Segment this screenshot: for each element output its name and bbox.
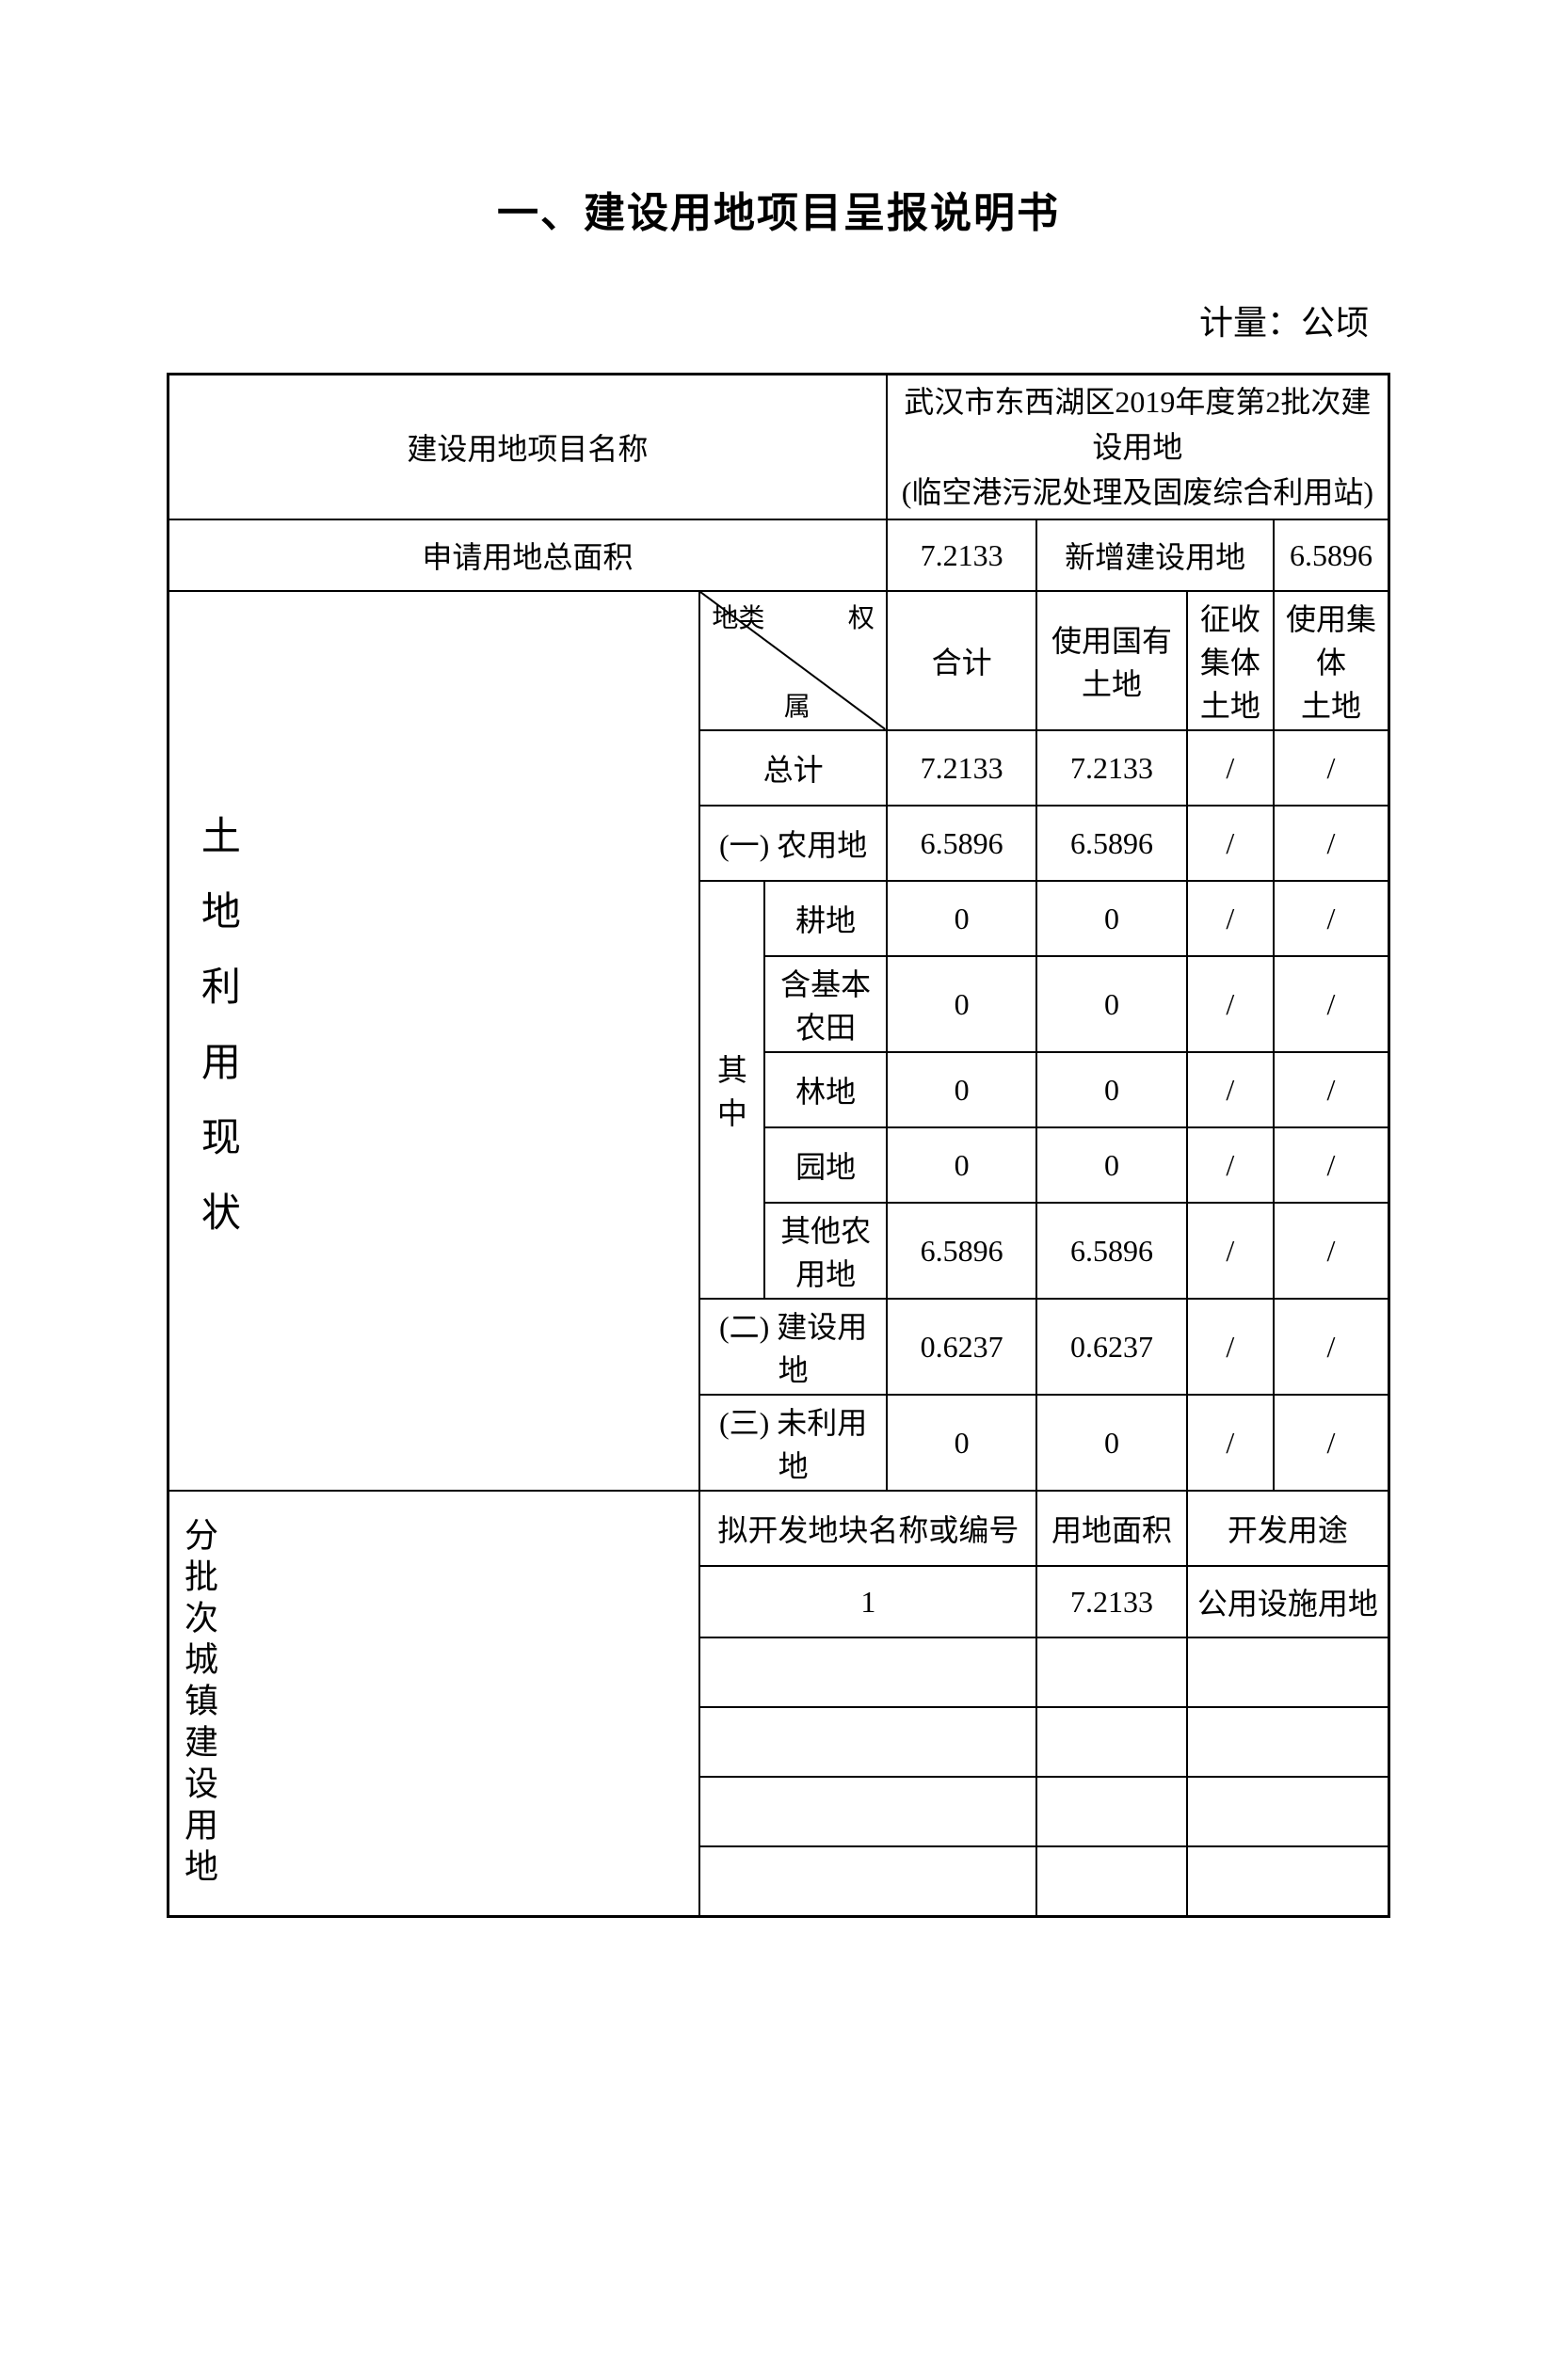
dev-name — [699, 1846, 1036, 1916]
cell: 7.2133 — [1036, 730, 1186, 806]
total-area-label: 申请用地总面积 — [169, 519, 887, 591]
cell: 0 — [1036, 1395, 1186, 1491]
dev-col-purpose: 开发用途 — [1187, 1491, 1389, 1566]
project-name-line1: 武汉市东西湖区2019年度第2批次建设用地 — [904, 385, 1371, 464]
row-label: (二) 建设用地 — [699, 1299, 887, 1395]
row-label: (三) 未利用地 — [699, 1395, 887, 1491]
cell: / — [1187, 806, 1274, 881]
cell: 0 — [1036, 1127, 1186, 1203]
cell: / — [1187, 1299, 1274, 1395]
dev-purpose — [1187, 1637, 1389, 1707]
diag-label-type: 地类 — [712, 598, 764, 635]
cell: 0 — [887, 1052, 1036, 1127]
col-state-owned: 使用国有 土地 — [1036, 591, 1186, 730]
dev-col-area: 用地面积 — [1036, 1491, 1186, 1566]
cell: 6.5896 — [887, 806, 1036, 881]
diag-label-ownership: 属 — [784, 686, 811, 724]
total-area-value: 7.2133 — [887, 519, 1036, 591]
cell: / — [1274, 881, 1389, 956]
diag-label-right: 权 — [848, 598, 875, 635]
dev-purpose — [1187, 1777, 1389, 1846]
cell: / — [1274, 730, 1389, 806]
project-name-value: 武汉市东西湖区2019年度第2批次建设用地 (临空港污泥处理及固废综合利用站) — [887, 375, 1389, 520]
cell: / — [1187, 1395, 1274, 1491]
cell: / — [1187, 730, 1274, 806]
dev-area — [1036, 1707, 1186, 1777]
cell: / — [1274, 956, 1389, 1052]
cell: 0 — [887, 1127, 1036, 1203]
cell: / — [1274, 1299, 1389, 1395]
cell: / — [1187, 1052, 1274, 1127]
col-total: 合计 — [887, 591, 1036, 730]
dev-name — [699, 1777, 1036, 1846]
dev-purpose — [1187, 1707, 1389, 1777]
unit-label: 计量：公顷 — [0, 296, 1369, 344]
dev-col-name: 拟开发地块名称或编号 — [699, 1491, 1036, 1566]
cell: / — [1274, 1052, 1389, 1127]
row-label: 园地 — [764, 1127, 887, 1203]
cell: / — [1187, 881, 1274, 956]
col-collective-use: 使用集体 土地 — [1274, 591, 1389, 730]
new-area-value: 6.5896 — [1274, 519, 1389, 591]
col-collective-acquire: 征收集体 土地 — [1187, 591, 1274, 730]
row-label: 耕地 — [764, 881, 887, 956]
report-table: 建设用地项目名称 武汉市东西湖区2019年度第2批次建设用地 (临空港污泥处理及… — [167, 373, 1390, 1918]
dev-name: 1 — [699, 1566, 1036, 1637]
cell: / — [1187, 1127, 1274, 1203]
cell: 0.6237 — [887, 1299, 1036, 1395]
cell: 0 — [1036, 881, 1186, 956]
dev-area — [1036, 1777, 1186, 1846]
dev-purpose — [1187, 1846, 1389, 1916]
cell: 0.6237 — [1036, 1299, 1186, 1395]
row-label: 林地 — [764, 1052, 887, 1127]
cell: / — [1274, 1127, 1389, 1203]
land-use-section: 土地利用现状 — [169, 591, 700, 1491]
cell: 7.2133 — [887, 730, 1036, 806]
cell: 0 — [887, 1395, 1036, 1491]
sub-label: 其中 — [699, 881, 764, 1299]
development-section: 分批次城镇建设用地 — [169, 1491, 700, 1916]
dev-name — [699, 1637, 1036, 1707]
row-label: (一) 农用地 — [699, 806, 887, 881]
cell: 0 — [887, 881, 1036, 956]
cell: 6.5896 — [1036, 1203, 1186, 1299]
cell: 6.5896 — [887, 1203, 1036, 1299]
development-label: 分批次城镇建设用地 — [173, 1517, 224, 1890]
cell: / — [1187, 1203, 1274, 1299]
dev-area — [1036, 1637, 1186, 1707]
dev-name — [699, 1707, 1036, 1777]
diagonal-header: 地类 权 属 — [699, 591, 887, 730]
dev-purpose: 公用设施用地 — [1187, 1566, 1389, 1637]
row-label: 总计 — [699, 730, 887, 806]
cell: 0 — [1036, 1052, 1186, 1127]
cell: / — [1274, 806, 1389, 881]
cell: 0 — [1036, 956, 1186, 1052]
cell: / — [1274, 1203, 1389, 1299]
page-title: 一、建设用地项目呈报说明书 — [0, 179, 1557, 239]
cell: / — [1274, 1395, 1389, 1491]
dev-area — [1036, 1846, 1186, 1916]
cell: / — [1187, 956, 1274, 1052]
new-area-label: 新增建设用地 — [1036, 519, 1274, 591]
cell: 0 — [887, 956, 1036, 1052]
row-label: 含基本农田 — [764, 956, 887, 1052]
land-use-label: 土地利用现状 — [173, 815, 260, 1267]
project-name-label: 建设用地项目名称 — [169, 375, 887, 520]
dev-area: 7.2133 — [1036, 1566, 1186, 1637]
project-name-line2: (临空港污泥处理及固废综合利用站) — [902, 475, 1373, 509]
row-label: 其他农用地 — [764, 1203, 887, 1299]
cell: 6.5896 — [1036, 806, 1186, 881]
